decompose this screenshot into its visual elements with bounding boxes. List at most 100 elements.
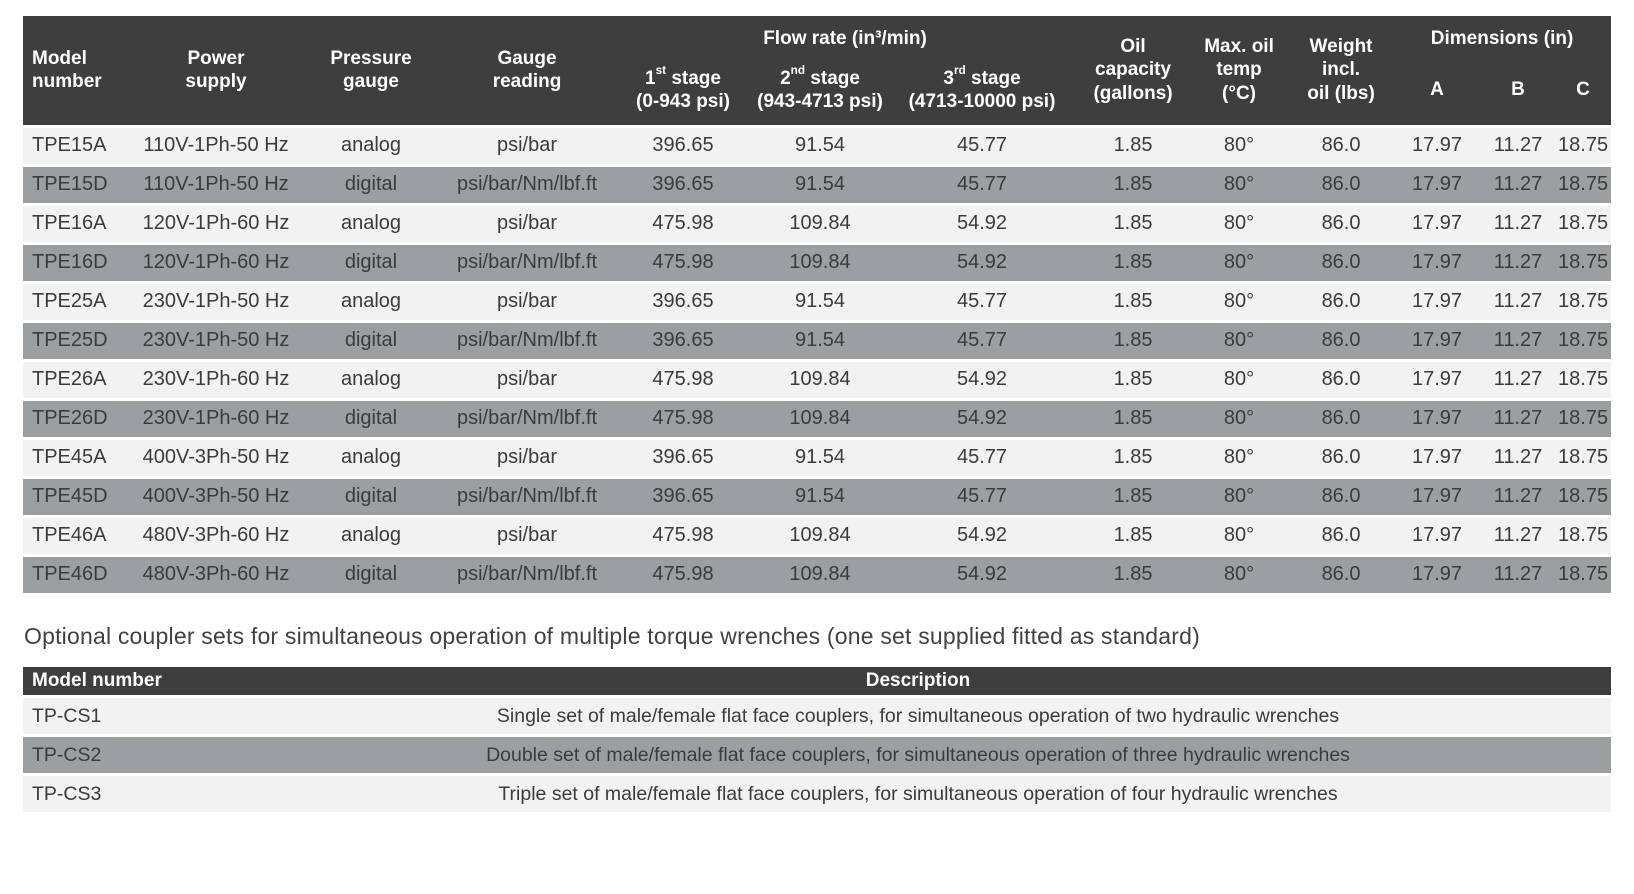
spec-table-row: TPE25A 230V-1Ph-50 Hz analog psi/bar 396.65 9… — [23, 282, 1612, 323]
spec-cell-dim-a: 17.97 — [1393, 321, 1482, 362]
spec-header-stage-3: 3rd stage (4713-10000 psi) — [887, 56, 1078, 126]
coupler-header-model-number: Model number — [23, 666, 225, 697]
spec-cell-stage-3: 54.92 — [887, 516, 1078, 557]
spec-table-row: TPE26A 230V-1Ph-60 Hz analog psi/bar 475.98 1… — [23, 360, 1612, 401]
spec-cell-stage-3: 54.92 — [887, 243, 1078, 284]
spec-cell-stage-2: 91.54 — [753, 438, 887, 479]
spec-cell-stage-3: 45.77 — [887, 282, 1078, 323]
spec-cell-stage-1: 396.65 — [613, 438, 753, 479]
spec-cell-gauge-reading: psi/bar/Nm/lbf.ft — [441, 555, 613, 596]
spec-header-dim-b: B — [1481, 56, 1556, 126]
stage-3-title: 3rd stage — [943, 64, 1021, 89]
spec-cell-dim-b: 11.27 — [1481, 360, 1556, 401]
spec-cell-dim-a: 17.97 — [1393, 282, 1482, 323]
stage-1-range: (0-943 psi) — [636, 91, 730, 113]
spec-header-dim-a: A — [1393, 56, 1482, 126]
spec-cell-stage-2: 109.84 — [753, 243, 887, 284]
spec-cell-dim-c: 18.75 — [1555, 165, 1612, 206]
spec-cell-max-oil-temp: 80° — [1189, 282, 1290, 323]
spec-cell-stage-1: 396.65 — [613, 282, 753, 323]
spec-cell-power-supply: 110V-1Ph-50 Hz — [131, 124, 301, 167]
spec-cell-pressure-gauge: analog — [301, 360, 441, 401]
spec-cell-weight: 86.0 — [1289, 243, 1394, 284]
spec-cell-gauge-reading: psi/bar/Nm/lbf.ft — [441, 321, 613, 362]
spec-cell-dim-c: 18.75 — [1555, 399, 1612, 440]
spec-header-dimensions-group: Dimensions (in) — [1393, 16, 1612, 56]
spec-cell-dim-a: 17.97 — [1393, 555, 1482, 596]
spec-table-row: TPE46A 480V-3Ph-60 Hz analog psi/bar 475.98 1… — [23, 516, 1612, 557]
spec-cell-stage-1: 396.65 — [613, 165, 753, 206]
spec-cell-gauge-reading: psi/bar — [441, 282, 613, 323]
spec-header-flow-rate-group: Flow rate (in³/min) — [613, 16, 1078, 56]
spec-cell-weight: 86.0 — [1289, 555, 1394, 596]
spec-cell-weight: 86.0 — [1289, 321, 1394, 362]
spec-cell-dim-a: 17.97 — [1393, 477, 1482, 518]
spec-cell-stage-2: 91.54 — [753, 477, 887, 518]
spec-cell-weight: 86.0 — [1289, 477, 1394, 518]
stage-1-title: 1st stage — [645, 64, 721, 89]
spec-header-dim-c: C — [1555, 56, 1612, 126]
spec-cell-stage-3: 54.92 — [887, 204, 1078, 245]
spec-table-row: TPE46D 480V-3Ph-60 Hz digital psi/bar/Nm/lb… — [23, 555, 1612, 596]
spec-cell-oil-capacity: 1.85 — [1077, 438, 1190, 479]
spec-cell-stage-3: 54.92 — [887, 555, 1078, 596]
spec-cell-stage-1: 396.65 — [613, 124, 753, 167]
spec-cell-dim-a: 17.97 — [1393, 243, 1482, 284]
spec-cell-pressure-gauge: analog — [301, 282, 441, 323]
spec-cell-model-number: TPE46A — [23, 516, 131, 557]
spec-cell-pressure-gauge: digital — [301, 243, 441, 284]
spec-cell-max-oil-temp: 80° — [1189, 321, 1290, 362]
spec-cell-dim-b: 11.27 — [1481, 555, 1556, 596]
spec-cell-pressure-gauge: analog — [301, 438, 441, 479]
spec-cell-stage-3: 45.77 — [887, 165, 1078, 206]
spec-cell-weight: 86.0 — [1289, 165, 1394, 206]
spec-cell-oil-capacity: 1.85 — [1077, 399, 1190, 440]
spec-table-row: TPE45A 400V-3Ph-50 Hz analog psi/bar 396.65 9… — [23, 438, 1612, 479]
spec-cell-weight: 86.0 — [1289, 399, 1394, 440]
spec-cell-dim-b: 11.27 — [1481, 516, 1556, 557]
spec-cell-power-supply: 480V-3Ph-60 Hz — [131, 555, 301, 596]
spec-cell-power-supply: 230V-1Ph-50 Hz — [131, 321, 301, 362]
spec-cell-oil-capacity: 1.85 — [1077, 360, 1190, 401]
spec-header-stage-1: 1st stage (0-943 psi) — [613, 56, 753, 126]
spec-cell-dim-c: 18.75 — [1555, 321, 1612, 362]
spec-cell-pressure-gauge: analog — [301, 124, 441, 167]
spec-cell-dim-a: 17.97 — [1393, 165, 1482, 206]
coupler-cell-description: Double set of male/female flat face coup… — [225, 735, 1611, 776]
spec-cell-dim-b: 11.27 — [1481, 438, 1556, 479]
spec-cell-max-oil-temp: 80° — [1189, 516, 1290, 557]
spec-header-pressure-gauge: Pressure gauge — [301, 16, 441, 126]
stage-2-title: 2nd stage — [780, 64, 860, 89]
spec-cell-power-supply: 230V-1Ph-60 Hz — [131, 360, 301, 401]
spec-cell-dim-c: 18.75 — [1555, 477, 1612, 518]
spec-cell-dim-c: 18.75 — [1555, 516, 1612, 557]
spec-cell-pressure-gauge: digital — [301, 399, 441, 440]
spec-cell-oil-capacity: 1.85 — [1077, 124, 1190, 167]
spec-cell-oil-capacity: 1.85 — [1077, 165, 1190, 206]
spec-cell-dim-b: 11.27 — [1481, 477, 1556, 518]
spec-table-row: TPE16A 120V-1Ph-60 Hz analog psi/bar 475.98 1… — [23, 204, 1612, 245]
spec-cell-gauge-reading: psi/bar — [441, 438, 613, 479]
spec-cell-max-oil-temp: 80° — [1189, 204, 1290, 245]
spec-cell-stage-3: 45.77 — [887, 477, 1078, 518]
spec-cell-power-supply: 400V-3Ph-50 Hz — [131, 477, 301, 518]
spec-cell-dim-a: 17.97 — [1393, 516, 1482, 557]
spec-cell-max-oil-temp: 80° — [1189, 399, 1290, 440]
spec-cell-max-oil-temp: 80° — [1189, 124, 1290, 167]
spec-cell-dim-b: 11.27 — [1481, 243, 1556, 284]
spec-cell-weight: 86.0 — [1289, 204, 1394, 245]
spec-table-row: TPE45D 400V-3Ph-50 Hz digital psi/bar/Nm/lb… — [23, 477, 1612, 518]
spec-cell-stage-1: 475.98 — [613, 399, 753, 440]
spec-cell-max-oil-temp: 80° — [1189, 555, 1290, 596]
spec-cell-pressure-gauge: analog — [301, 516, 441, 557]
spec-cell-model-number: TPE25A — [23, 282, 131, 323]
spec-cell-dim-a: 17.97 — [1393, 399, 1482, 440]
spec-cell-gauge-reading: psi/bar/Nm/lbf.ft — [441, 165, 613, 206]
spec-table-row: TPE15A 110V-1Ph-50 Hz analog psi/bar 396.65 9… — [23, 124, 1612, 167]
spec-cell-stage-2: 91.54 — [753, 165, 887, 206]
spec-cell-dim-b: 11.27 — [1481, 204, 1556, 245]
spec-cell-stage-2: 109.84 — [753, 516, 887, 557]
spec-cell-stage-2: 91.54 — [753, 282, 887, 323]
spec-cell-dim-c: 18.75 — [1555, 282, 1612, 323]
spec-cell-model-number: TPE46D — [23, 555, 131, 596]
